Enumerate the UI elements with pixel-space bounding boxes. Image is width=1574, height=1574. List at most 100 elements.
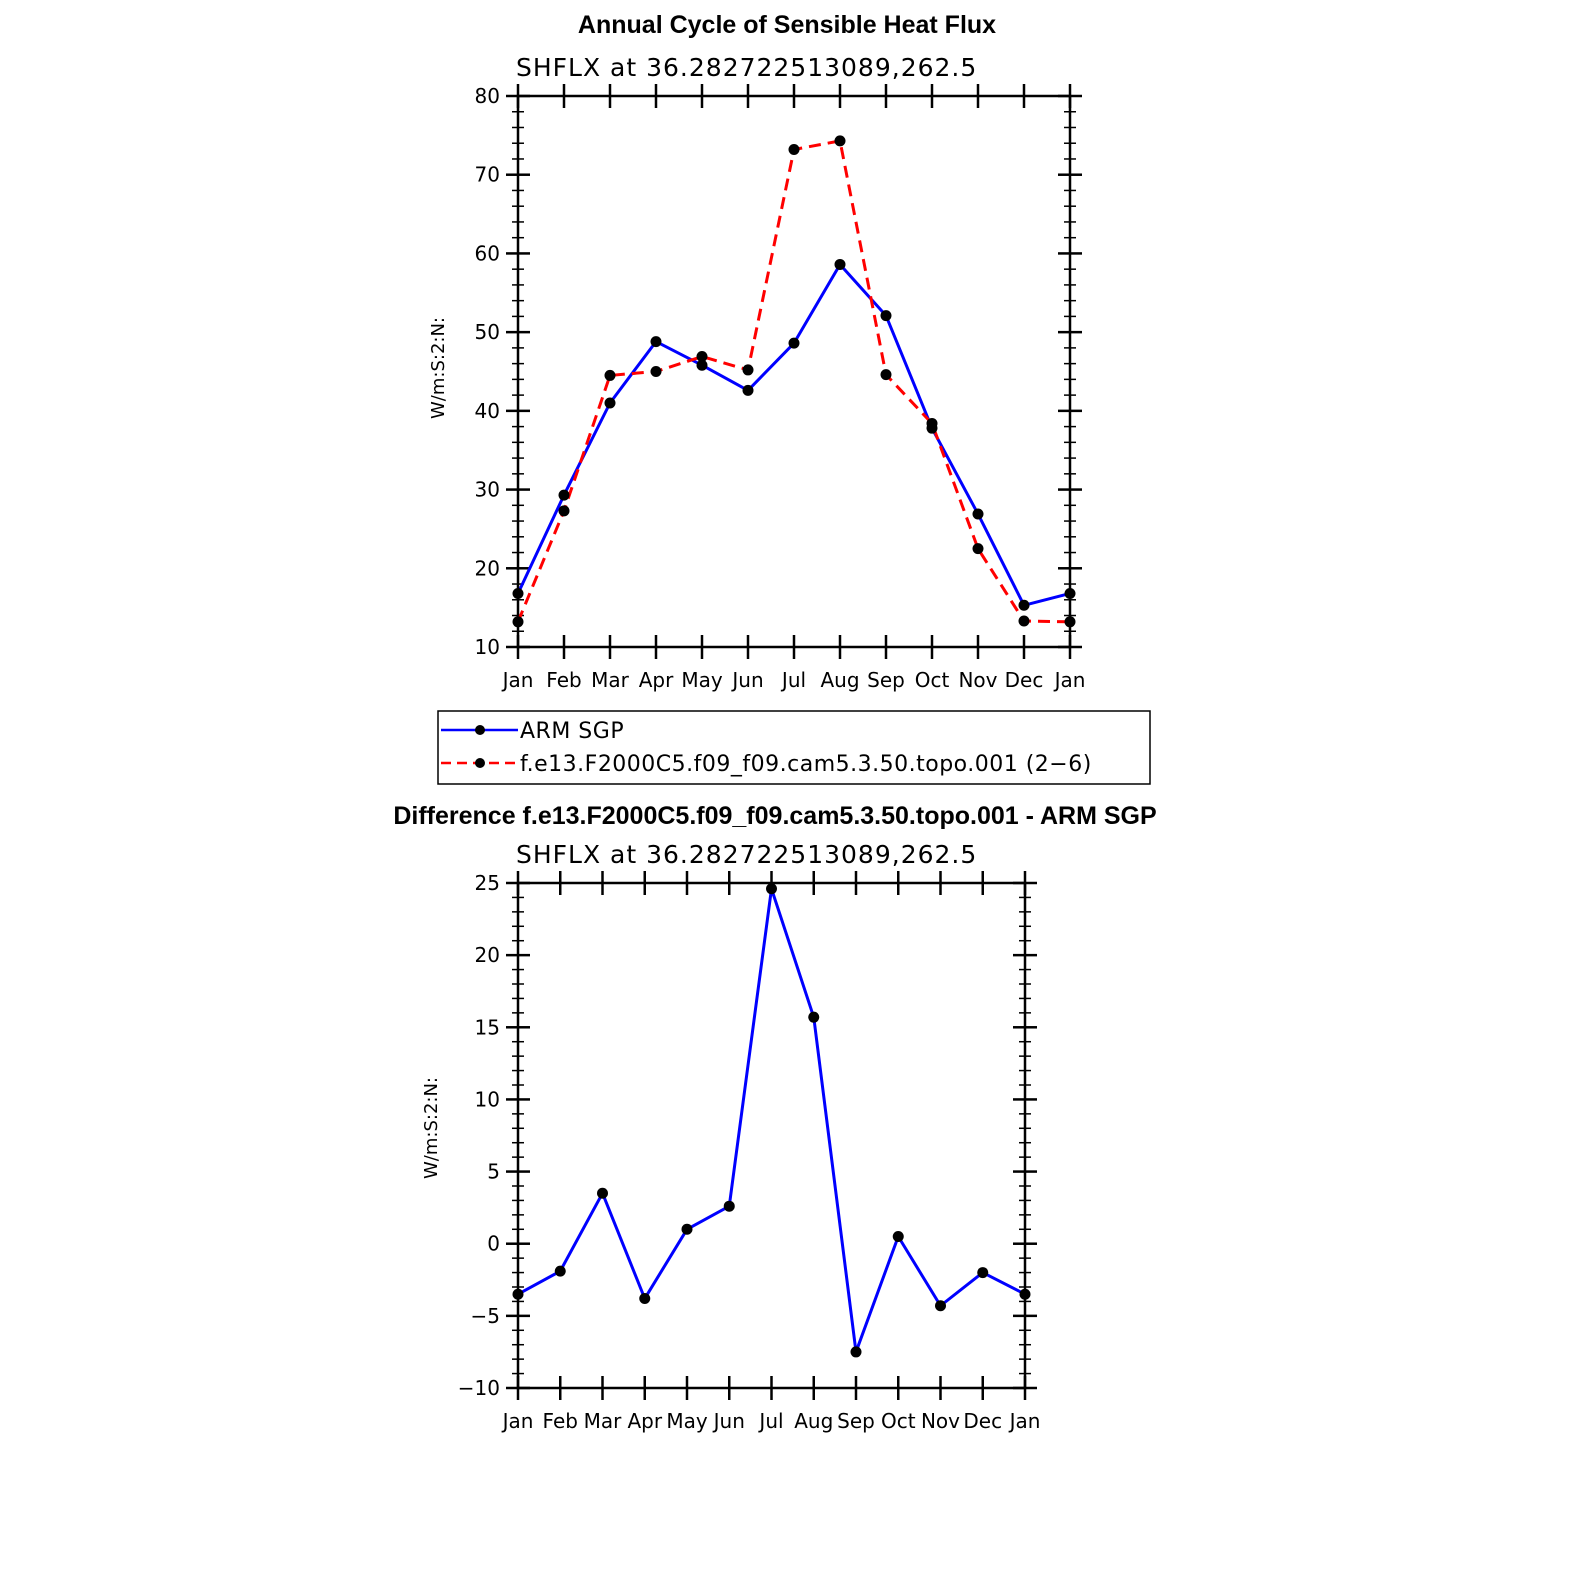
series-layer [512, 135, 1076, 628]
x-tick-label: Aug [794, 1409, 833, 1433]
legend-label-arm-sgp: ARM SGP [520, 719, 624, 744]
y-axis-label: W/m:S:2:N: [428, 317, 449, 419]
series-layer [512, 883, 1031, 1358]
x-tick-label: Oct [915, 668, 950, 692]
data-point-s0-11 [1018, 599, 1030, 611]
x-tick-label: Nov [958, 668, 997, 692]
data-point-s0-1 [558, 489, 570, 501]
x-tick-label: Jul [757, 1409, 783, 1433]
x-tick-label: Jan [501, 668, 534, 692]
data-point-s0-7 [808, 1011, 820, 1023]
data-point-s0-8 [850, 1346, 862, 1358]
y-axis-label: W/m:S:2:N: [421, 1077, 442, 1179]
y-tick-label: 20 [475, 556, 500, 580]
data-point-s1-0 [512, 616, 524, 628]
chart-subtitle: SHFLX at 36.282722513089,262.5 [516, 53, 977, 82]
x-tick-label: Jul [780, 668, 806, 692]
data-point-s0-12 [1019, 1288, 1031, 1300]
y-tick-label: 10 [475, 1087, 500, 1111]
data-point-s1-1 [558, 505, 570, 517]
data-point-s0-2 [604, 397, 616, 409]
data-point-s0-4 [696, 359, 708, 371]
x-tick-label: Nov [921, 1409, 960, 1433]
series-line-0 [516, 262, 1071, 607]
legend: ARM SGP f.e13.F2000C5.f09_f09.cam5.3.50.… [437, 710, 1151, 785]
data-point-s0-6 [788, 337, 800, 349]
data-point-s1-3 [650, 366, 662, 377]
data-point-s0-3 [650, 336, 662, 348]
data-point-s0-6 [766, 883, 777, 895]
data-point-s1-12 [1064, 616, 1076, 628]
x-tick-label: Sep [837, 1409, 875, 1433]
data-point-s0-0 [512, 587, 524, 599]
x-tick-label: Apr [627, 1409, 662, 1433]
difference-panel: Difference f.e13.F2000C5.f09_f09.cam5.3.… [393, 802, 1156, 1433]
data-point-s1-4 [696, 351, 708, 363]
data-point-s0-11 [977, 1267, 989, 1279]
x-tick-label: May [681, 668, 723, 692]
x-tick-label: Sep [867, 668, 905, 692]
y-tick-label: 60 [475, 241, 500, 265]
y-tick-label: 70 [475, 163, 500, 187]
series-line-1 [516, 139, 1071, 624]
data-point-s1-10 [972, 543, 984, 555]
x-tick-label: Dec [1005, 668, 1044, 692]
y-tick-label: 0 [487, 1232, 500, 1256]
y-tick-label: 80 [475, 84, 500, 108]
data-point-s0-10 [935, 1300, 946, 1312]
legend-marker-arm-sgp [475, 725, 485, 735]
series-line-0 [517, 887, 1026, 1354]
data-point-s0-5 [723, 1200, 735, 1212]
y-tick-label: 15 [475, 1015, 500, 1039]
x-tick-label: Aug [820, 668, 859, 692]
y-tick-label: −5 [471, 1304, 500, 1328]
y-tick-label: 25 [475, 871, 500, 895]
legend-marker-model [475, 758, 485, 768]
legend-label-model: f.e13.F2000C5.f09_f09.cam5.3.50.topo.001… [520, 752, 1092, 777]
annual-cycle-panel: Annual Cycle of Sensible Heat Flux SHFLX… [428, 11, 1151, 785]
data-point-s1-5 [742, 364, 754, 376]
data-point-s1-9 [926, 417, 938, 429]
x-tick-label: Jun [712, 1409, 745, 1433]
data-point-s0-9 [892, 1231, 904, 1242]
data-point-s0-10 [972, 508, 984, 520]
x-tick-label: Dec [963, 1409, 1002, 1433]
data-point-s0-7 [834, 258, 846, 270]
data-point-s0-8 [880, 310, 892, 322]
x-tick-label: Jan [1008, 1409, 1041, 1433]
data-point-s0-12 [1064, 587, 1076, 599]
x-tick-label: Jan [1053, 668, 1086, 692]
data-point-s1-11 [1018, 615, 1030, 627]
x-tick-label: Apr [639, 668, 674, 692]
x-tick-label: Jan [501, 1409, 534, 1433]
data-point-s1-6 [788, 144, 800, 156]
chart-title: Annual Cycle of Sensible Heat Flux [578, 11, 996, 39]
data-point-s0-5 [742, 384, 754, 396]
y-tick-label: 40 [475, 399, 500, 423]
data-point-s0-2 [597, 1187, 608, 1199]
x-tick-label: Feb [546, 668, 581, 692]
x-tick-label: May [666, 1409, 708, 1433]
x-tick-label: Mar [591, 668, 630, 692]
plot-frame [516, 94, 1072, 649]
x-tick-label: Jun [730, 668, 763, 692]
x-tick-label: Feb [543, 1409, 578, 1433]
y-tick-label: −10 [458, 1376, 500, 1400]
legend-box [437, 710, 1151, 785]
data-point-s0-4 [681, 1223, 693, 1235]
axes-ticks: Jan Feb Mar Apr May Jun Jul Aug Sep Oct Nov Dec Jan−… [458, 871, 1041, 1433]
y-tick-label: 10 [475, 635, 500, 659]
y-tick-label: 20 [475, 943, 500, 967]
data-point-s0-3 [639, 1293, 651, 1305]
chart-title: Difference f.e13.F2000C5.f09_f09.cam5.3.… [393, 802, 1156, 830]
y-tick-label: 50 [475, 320, 500, 344]
data-point-s1-8 [880, 369, 892, 381]
axes-ticks: Jan Feb Mar Apr May Jun Jul Aug Sep Oct Nov Dec Jan1… [475, 84, 1086, 692]
chart-subtitle: SHFLX at 36.282722513089,262.5 [516, 840, 977, 869]
data-point-s0-0 [512, 1288, 524, 1300]
x-tick-label: Mar [584, 1409, 623, 1433]
x-tick-label: Oct [881, 1409, 916, 1433]
y-tick-label: 30 [475, 478, 500, 502]
data-point-s1-7 [834, 135, 846, 147]
